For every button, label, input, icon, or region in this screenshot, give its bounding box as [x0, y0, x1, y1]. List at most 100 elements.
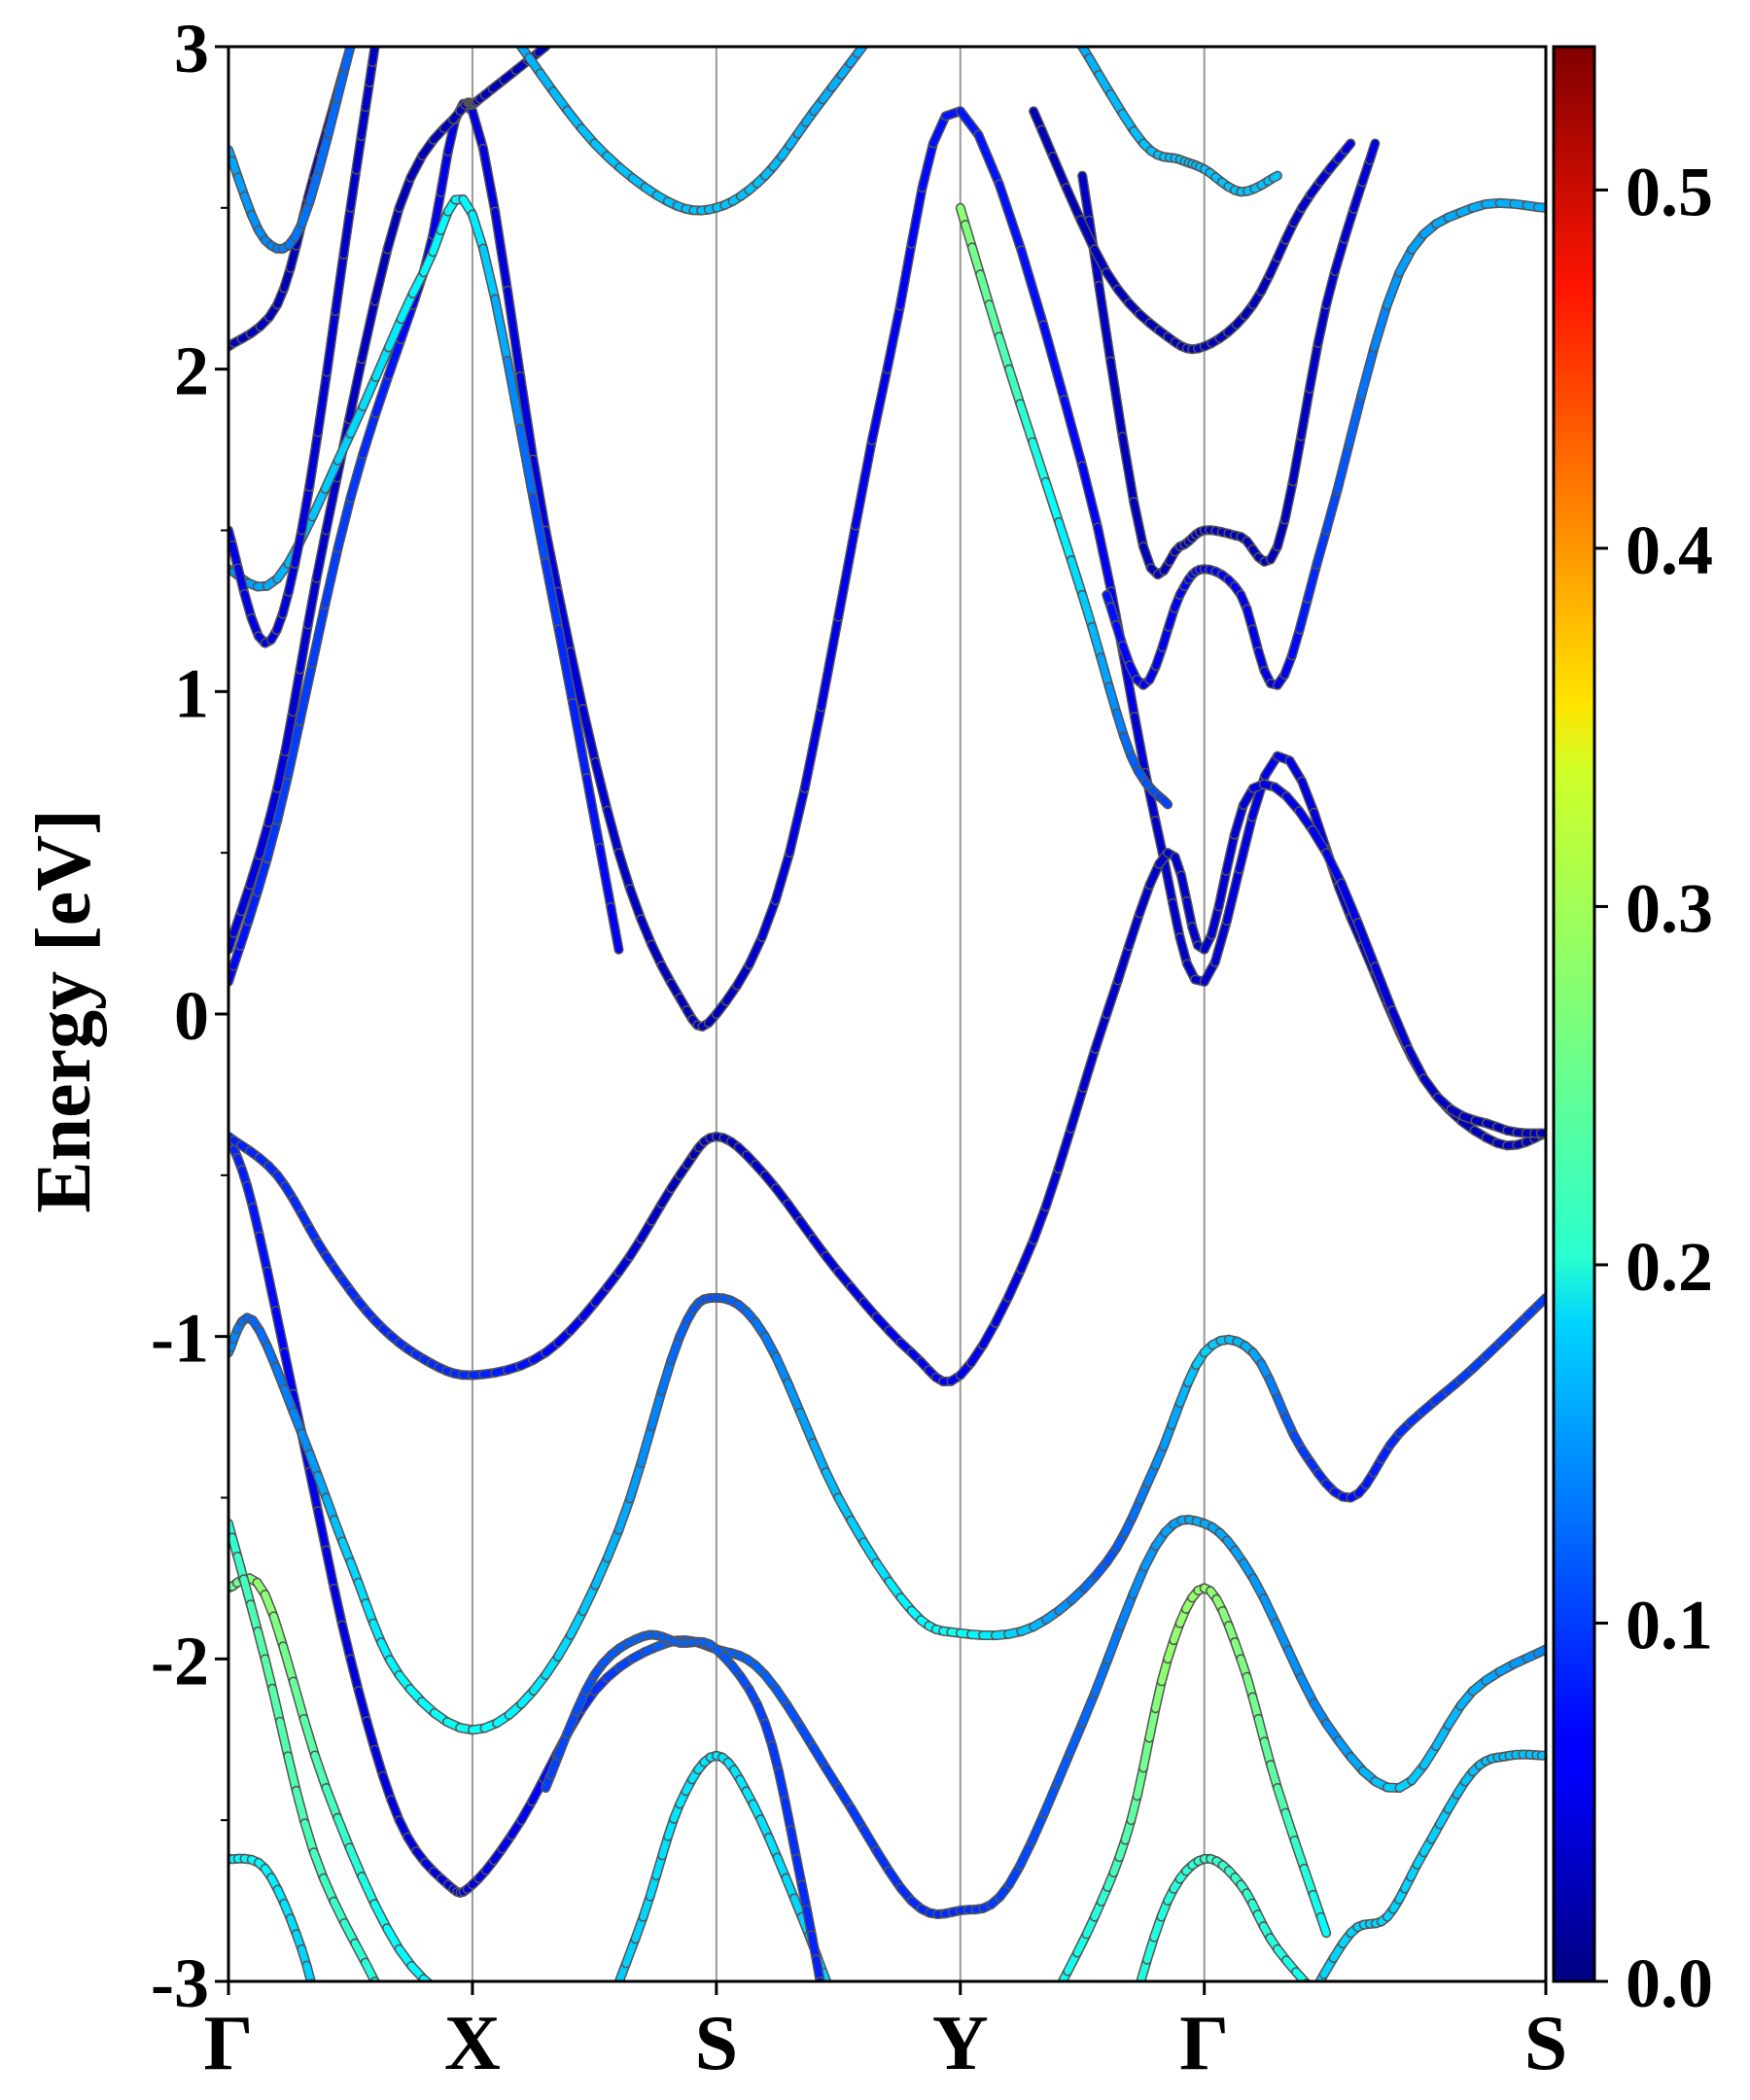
band-segment: [1066, 1720, 1086, 1757]
band-segment: [781, 1797, 794, 1834]
band-segment: [1145, 1704, 1159, 1742]
band: [516, 47, 868, 216]
band-segment: [325, 94, 341, 138]
band-segment: [491, 208, 511, 295]
band-segment: [1331, 235, 1348, 275]
band-segment: [908, 184, 927, 248]
band-segment: [1270, 172, 1281, 182]
band: [1102, 197, 1546, 690]
band-outline: [815, 1977, 825, 1981]
band-outline: [1302, 1978, 1312, 1981]
band-segment: [301, 1819, 318, 1856]
band-outline: [316, 2003, 320, 2020]
band-segment: [1125, 909, 1143, 950]
band-segment: [796, 1409, 817, 1447]
colorbar-tick-label: 0.4: [1626, 511, 1713, 589]
band-segment: [284, 718, 303, 779]
band-segment: [1302, 2004, 1308, 2013]
band-segment: [324, 2035, 327, 2046]
band-segment: [398, 301, 417, 343]
band-segment: [347, 402, 367, 438]
band-outline: [1361, 2028, 1373, 2034]
band-outline: [436, 1989, 448, 1998]
band-segment: [1297, 385, 1313, 440]
band-segment: [385, 335, 404, 379]
band-segment: [1354, 919, 1379, 970]
band-segment: [516, 425, 537, 502]
band-segment: [358, 103, 369, 140]
band: [541, 1629, 825, 1981]
plot-area: 3 2 1 0 -1 -2 -3 Γ X S Y Γ S: [151, 10, 1567, 2100]
band-segment: [1169, 899, 1184, 941]
band-segment: [384, 2001, 394, 2020]
band-segment: [1130, 498, 1147, 550]
band: [228, 1292, 1546, 1735]
band-segment: [529, 456, 549, 534]
band-outline: [580, 2062, 592, 2068]
band-segment: [919, 140, 937, 192]
band: [228, 1573, 690, 2100]
band-outline: [545, 2046, 557, 2051]
band-segment: [579, 705, 599, 766]
band-outline: [1317, 1995, 1328, 2006]
band-segment: [653, 2090, 673, 2096]
band-segment: [334, 494, 354, 552]
band-segment: [626, 1459, 645, 1502]
band-segment: [1078, 591, 1096, 631]
band-segment: [976, 270, 993, 308]
band-outline: [1131, 2001, 1135, 2014]
band-outline: [672, 2096, 690, 2100]
band: [228, 1132, 1546, 1919]
band-segment: [772, 849, 793, 904]
band-outline: [534, 2041, 546, 2046]
band-segment: [1160, 796, 1172, 808]
band-segment: [281, 1348, 298, 1398]
band-outline: [307, 1978, 316, 1981]
band-segment: [1338, 879, 1362, 927]
band-segment: [1116, 1591, 1137, 1629]
band-segment: [1028, 1809, 1048, 1845]
y-tick-label: -1: [151, 1300, 209, 1378]
band-segment: [304, 575, 321, 628]
band-segment: [1322, 267, 1339, 308]
band-segment: [834, 522, 859, 621]
band-segment: [957, 107, 982, 139]
y-tick-label: 0: [174, 977, 209, 1055]
band-segment: [648, 1387, 666, 1430]
band-segment: [596, 844, 614, 911]
band-segment: [1314, 300, 1330, 347]
band-segment: [429, 189, 444, 239]
band-segment: [593, 2067, 606, 2073]
band-segment: [1231, 801, 1247, 839]
band-segment: [1342, 140, 1354, 154]
band-outline: [558, 2051, 570, 2057]
band-segment: [516, 372, 537, 463]
band-segment: [534, 2041, 546, 2046]
band-segment: [289, 666, 304, 716]
bands: [228, 47, 1546, 2100]
band-segment: [308, 601, 329, 667]
band-segment: [1114, 942, 1133, 984]
band-outline: [1136, 1977, 1146, 1981]
band-segment: [1306, 339, 1322, 393]
band-segment: [1103, 1623, 1124, 1663]
band-segment: [358, 298, 379, 363]
band-outline: [324, 2035, 327, 2046]
band-segment: [1092, 1010, 1110, 1053]
band-segment: [1222, 831, 1239, 875]
band-segment: [347, 1655, 363, 1695]
band-segment: [1040, 1779, 1061, 1817]
colorbar-gradient: [1552, 45, 1596, 1983]
y-tick-label: -2: [151, 1622, 209, 1699]
band-segment: [569, 2056, 580, 2062]
band-segment: [385, 315, 404, 351]
band-segment: [363, 1717, 379, 1754]
band: [228, 47, 551, 955]
band-segment: [322, 1784, 341, 1822]
band-segment: [371, 1978, 379, 1981]
band-segment: [1042, 1165, 1063, 1210]
band-segment: [1106, 357, 1127, 440]
band-segment: [1349, 2021, 1361, 2028]
band-segment: [1345, 392, 1365, 448]
